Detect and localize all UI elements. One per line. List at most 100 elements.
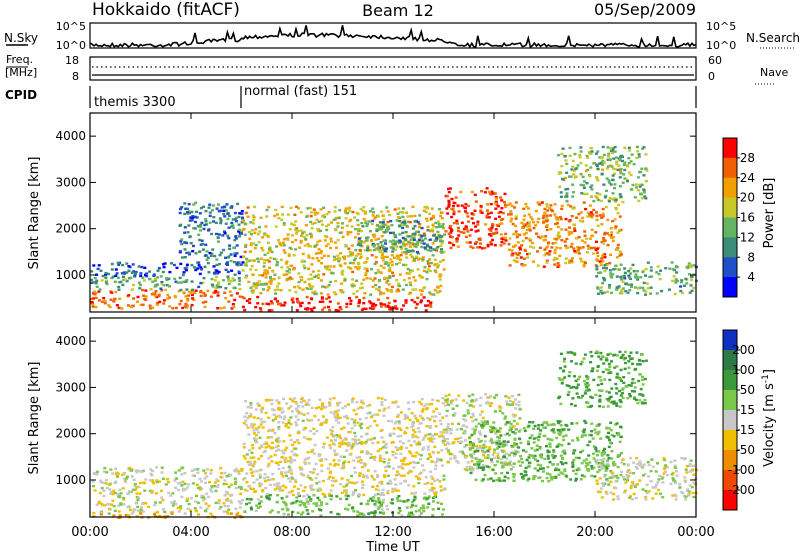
scatter-cell bbox=[237, 500, 241, 503]
scatter-cell bbox=[390, 290, 394, 293]
scatter-cell bbox=[431, 248, 435, 251]
scatter-cell bbox=[392, 239, 395, 242]
scatter-cell bbox=[381, 221, 385, 224]
scatter-cell bbox=[243, 308, 247, 312]
scatter-cell bbox=[513, 206, 516, 209]
scatter-cell bbox=[607, 427, 611, 430]
scatter-cell bbox=[212, 291, 216, 294]
scatter-cell bbox=[614, 225, 618, 228]
scatter-cell bbox=[102, 494, 106, 498]
scatter-cell bbox=[109, 492, 113, 495]
scatter-cell bbox=[500, 457, 504, 461]
scatter-cell bbox=[421, 448, 425, 451]
scatter-cell bbox=[345, 224, 349, 227]
scatter-cell bbox=[580, 192, 584, 195]
scatter-cell bbox=[382, 440, 386, 444]
scatter-cell bbox=[339, 436, 343, 440]
scatter-cell bbox=[611, 239, 615, 242]
scatter-cell bbox=[428, 403, 432, 406]
scatter-cell bbox=[269, 446, 273, 449]
scatter-cell bbox=[517, 404, 521, 407]
scatter-cell bbox=[204, 254, 208, 257]
scatter-cell bbox=[324, 244, 328, 248]
scatter-cell bbox=[306, 412, 310, 415]
scatter-cell bbox=[373, 503, 377, 506]
scatter-cell bbox=[606, 405, 610, 408]
scatter-cell bbox=[90, 270, 94, 273]
scatter-cell bbox=[336, 409, 340, 412]
scatter-cell bbox=[498, 405, 502, 408]
scatter-cell bbox=[668, 267, 672, 270]
scatter-cell bbox=[488, 192, 492, 195]
scatter-cell bbox=[125, 279, 129, 283]
scatter-cell bbox=[576, 246, 579, 249]
scatter-cell bbox=[506, 203, 510, 207]
scatter-cell bbox=[261, 274, 265, 277]
scatter-cell bbox=[219, 221, 223, 225]
scatter-cell bbox=[200, 239, 204, 242]
scatter-cell bbox=[602, 362, 606, 365]
scatter-cell bbox=[583, 392, 587, 395]
scatter-cell bbox=[160, 282, 164, 286]
scatter-cell bbox=[631, 378, 635, 381]
scatter-cell bbox=[348, 219, 352, 223]
scatter-cell bbox=[579, 450, 583, 454]
scatter-cell bbox=[364, 271, 368, 275]
scatter-cell bbox=[132, 283, 135, 287]
scatter-cell bbox=[644, 197, 648, 200]
scatter-cell bbox=[358, 300, 361, 304]
scatter-cell bbox=[113, 491, 117, 495]
scatter-cell bbox=[285, 273, 289, 276]
scatter-cell bbox=[290, 298, 294, 301]
scatter-cell bbox=[630, 381, 634, 385]
scatter-cell bbox=[346, 255, 350, 258]
scatter-cell bbox=[156, 511, 159, 514]
scatter-cell bbox=[473, 193, 477, 197]
scatter-cell bbox=[254, 306, 258, 309]
scatter-cell bbox=[604, 205, 608, 209]
scatter-cell bbox=[386, 279, 390, 282]
scatter-cell bbox=[426, 299, 430, 303]
scatter-cell bbox=[440, 217, 444, 220]
scatter-cell bbox=[570, 215, 574, 218]
scatter-cell bbox=[599, 271, 603, 274]
scatter-cell bbox=[374, 271, 378, 275]
scatter-cell bbox=[595, 196, 599, 200]
scatter-cell bbox=[160, 496, 164, 499]
scatter-cell bbox=[508, 399, 512, 403]
scatter-cell bbox=[322, 446, 325, 449]
scatter-cell bbox=[133, 483, 137, 486]
scatter-cell bbox=[219, 219, 223, 222]
scatter-cell bbox=[366, 222, 369, 226]
scatter-cell bbox=[149, 472, 153, 476]
scatter-cell bbox=[521, 226, 524, 230]
scatter-cell bbox=[429, 293, 433, 296]
scatter-cell bbox=[119, 502, 123, 505]
scatter-cell bbox=[609, 227, 613, 230]
scatter-cell bbox=[281, 213, 284, 216]
scatter-cell bbox=[294, 421, 298, 424]
scatter-cell bbox=[381, 501, 385, 504]
scatter-cell bbox=[411, 237, 415, 240]
scatter-cell bbox=[442, 437, 446, 440]
scatter-cell bbox=[183, 488, 187, 491]
scatter-cell bbox=[373, 514, 376, 517]
scatter-cell bbox=[183, 241, 187, 244]
scatter-cell bbox=[176, 506, 180, 509]
scatter-cell bbox=[356, 514, 360, 517]
scatter-cell bbox=[305, 401, 309, 405]
scatter-cell bbox=[574, 167, 578, 171]
scatter-cell bbox=[559, 402, 563, 406]
scatter-cell bbox=[122, 472, 126, 476]
scatter-cell bbox=[234, 216, 238, 220]
scatter-cell bbox=[334, 462, 337, 466]
scatter-cell bbox=[238, 506, 242, 509]
scatter-cell bbox=[400, 251, 404, 254]
scatter-cell bbox=[222, 510, 226, 513]
scatter-cell bbox=[428, 426, 432, 430]
scatter-cell bbox=[409, 444, 413, 447]
scatter-cell bbox=[596, 198, 600, 202]
scatter-cell bbox=[181, 273, 185, 277]
scatter-cell bbox=[328, 308, 332, 312]
scatter-cell bbox=[160, 466, 164, 469]
